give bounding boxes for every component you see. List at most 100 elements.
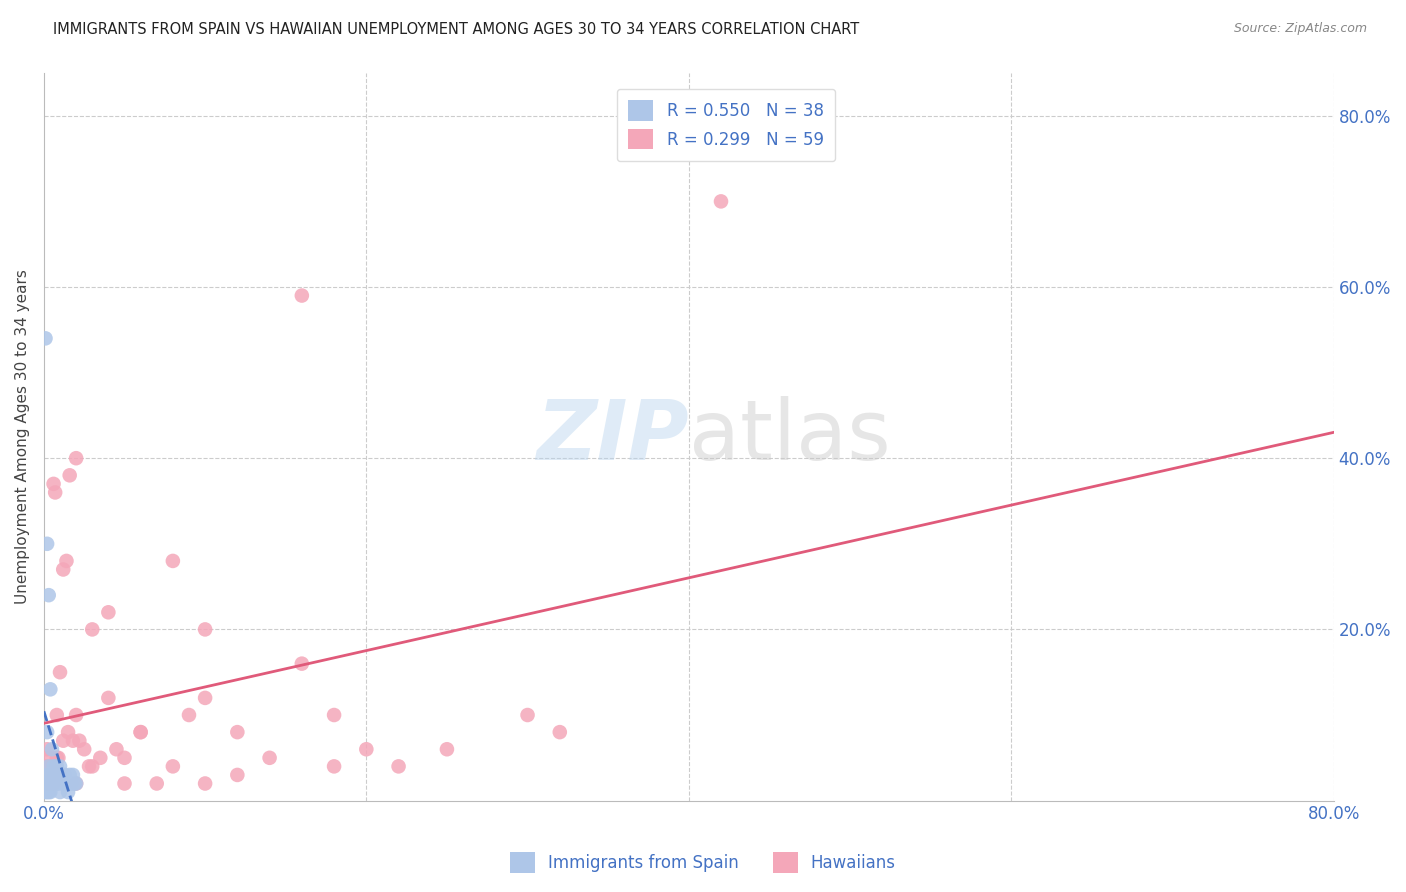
Point (34, 776, 56, 790)
Point (37, 768, 59, 782)
Point (34, 331, 56, 345)
Point (129, 725, 152, 739)
Point (59, 768, 82, 782)
Point (38, 776, 60, 790)
Point (37, 725, 59, 739)
Point (41, 742, 63, 756)
Point (37, 785, 59, 799)
Point (49, 665, 72, 680)
Point (67, 733, 90, 747)
Point (436, 742, 458, 756)
Point (59, 468, 82, 483)
Point (65, 708, 87, 723)
Point (45, 751, 67, 765)
Point (89, 751, 111, 765)
Point (42, 476, 65, 491)
Point (39, 785, 62, 799)
Point (97, 690, 120, 705)
Point (49, 785, 72, 799)
Point (548, 725, 571, 739)
Point (65, 451, 87, 466)
Point (710, 194, 733, 209)
Point (53, 768, 76, 782)
Point (387, 759, 409, 773)
Point (56, 785, 79, 799)
Point (34, 759, 56, 773)
Point (323, 708, 346, 723)
Point (38, 759, 60, 773)
Point (45, 776, 67, 790)
Point (162, 759, 184, 773)
Point (41, 776, 63, 790)
Point (42, 776, 65, 790)
Point (38, 785, 60, 799)
Point (291, 288, 314, 302)
Point (39, 759, 62, 773)
Point (65, 776, 87, 790)
Point (194, 776, 217, 790)
Point (38, 776, 60, 790)
Point (52, 562, 75, 576)
Text: IMMIGRANTS FROM SPAIN VS HAWAIIAN UNEMPLOYMENT AMONG AGES 30 TO 34 YEARS CORRELA: IMMIGRANTS FROM SPAIN VS HAWAIIAN UNEMPL… (53, 22, 859, 37)
Point (38, 751, 60, 765)
Point (77, 759, 100, 773)
Point (82, 759, 104, 773)
Point (34, 785, 56, 799)
Point (516, 708, 538, 723)
Point (55, 776, 77, 790)
Point (44, 768, 66, 782)
Point (51, 768, 73, 782)
Legend: R = 0.550   N = 38, R = 0.299   N = 59: R = 0.550 N = 38, R = 0.299 N = 59 (617, 88, 835, 161)
Point (162, 554, 184, 568)
Point (52, 776, 75, 790)
Point (73, 742, 96, 756)
Point (65, 776, 87, 790)
Point (62, 768, 84, 782)
Point (39, 768, 62, 782)
Point (48, 776, 70, 790)
Point (82, 623, 104, 637)
Point (48, 751, 70, 765)
Point (48, 768, 70, 782)
Text: Source: ZipAtlas.com: Source: ZipAtlas.com (1233, 22, 1367, 36)
Point (42, 759, 65, 773)
Point (49, 759, 72, 773)
Point (226, 725, 249, 739)
Point (129, 725, 152, 739)
Point (39, 768, 62, 782)
Point (38, 588, 60, 602)
Point (63, 776, 86, 790)
Point (39, 682, 62, 697)
Point (37, 776, 59, 790)
Point (291, 657, 314, 671)
Point (56, 725, 79, 739)
Point (114, 776, 136, 790)
Text: atlas: atlas (689, 396, 890, 477)
Point (52, 776, 75, 790)
Point (55, 554, 77, 568)
Point (259, 751, 281, 765)
Point (356, 742, 378, 756)
Point (177, 708, 200, 723)
Point (56, 776, 79, 790)
Point (52, 733, 75, 747)
Point (97, 605, 120, 619)
Point (323, 759, 346, 773)
Point (226, 768, 249, 782)
Point (145, 776, 167, 790)
Point (114, 751, 136, 765)
Point (194, 623, 217, 637)
Point (41, 768, 63, 782)
Point (44, 485, 66, 500)
Point (44, 776, 66, 790)
Point (37, 742, 59, 756)
Text: ZIP: ZIP (536, 396, 689, 477)
Point (49, 768, 72, 782)
Legend: Immigrants from Spain, Hawaiians: Immigrants from Spain, Hawaiians (503, 846, 903, 880)
Point (194, 690, 217, 705)
Point (105, 742, 128, 756)
Point (45, 708, 67, 723)
Point (62, 733, 84, 747)
Point (42, 776, 65, 790)
Point (60, 776, 83, 790)
